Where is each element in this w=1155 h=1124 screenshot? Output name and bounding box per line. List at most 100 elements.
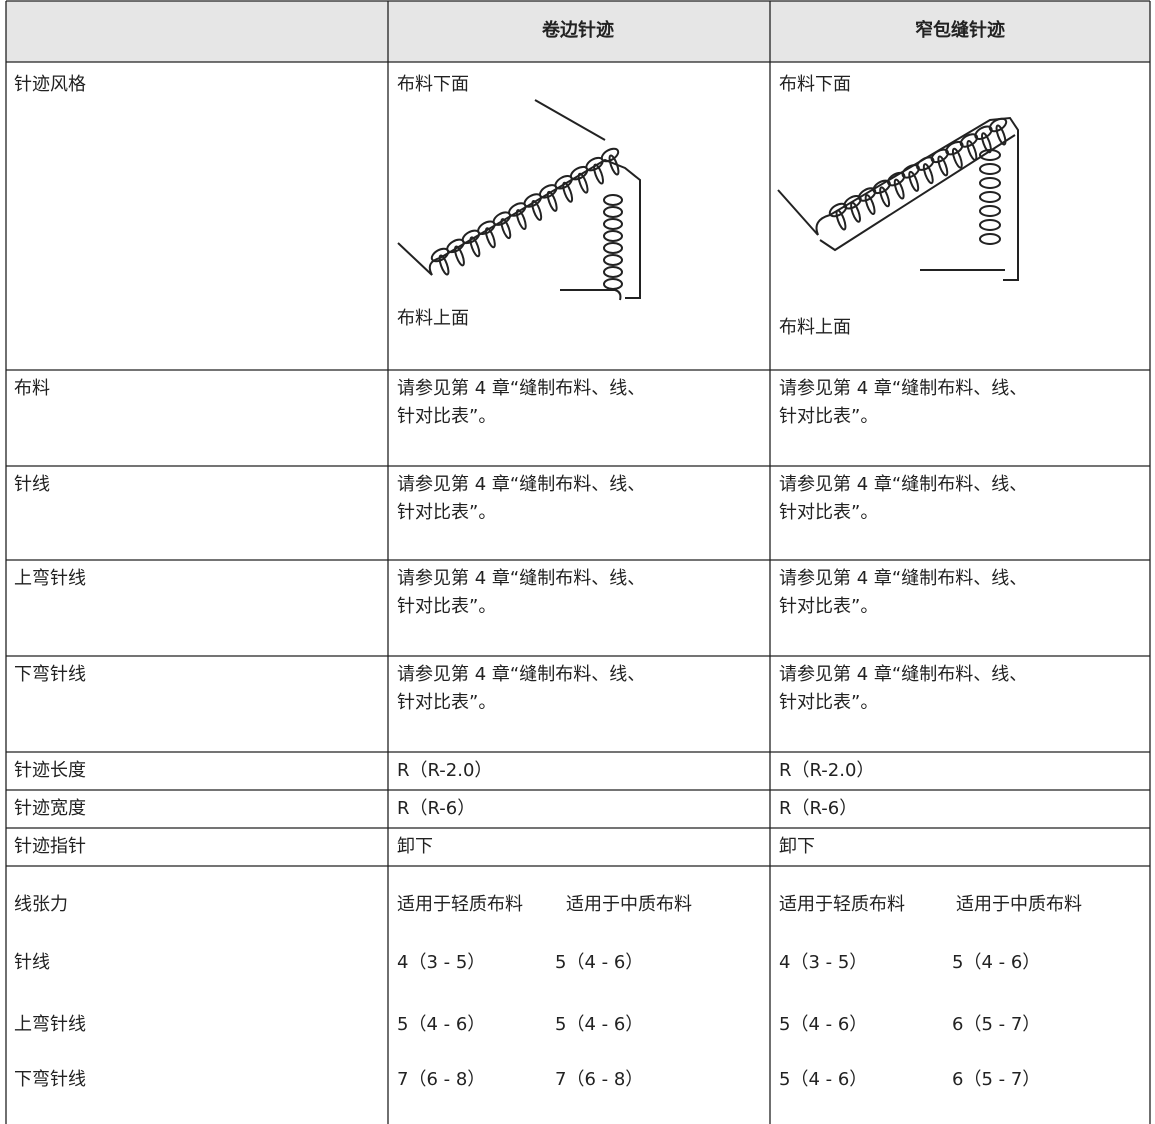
cell-text: R（R-6）: [779, 798, 858, 819]
stitch-loop: [546, 190, 558, 212]
stitch-loop: [603, 254, 623, 266]
cell-text: R（R-6）: [397, 798, 476, 819]
caption: 布料下面: [397, 74, 469, 95]
cell-text: 针对比表”。: [397, 406, 497, 427]
cell-text: R（R-2.0）: [397, 760, 493, 781]
stitch-loop: [603, 206, 623, 218]
stitch-loop: [828, 202, 848, 218]
row-label: 下弯针线: [14, 664, 86, 685]
stitch-loop: [603, 278, 623, 290]
stitch-loop: [901, 164, 920, 179]
stitch-loop: [843, 195, 862, 210]
stitch-loop: [857, 187, 877, 202]
stitch-loop: [872, 179, 891, 195]
cell-text: 请参见第 4 章“缝制布料、线、: [397, 664, 646, 685]
cell-text: 卸下: [397, 836, 433, 857]
row-label: 下弯针线: [14, 1069, 86, 1090]
cell-text: 针对比表”。: [779, 406, 879, 427]
row-label: 上弯针线: [14, 568, 86, 589]
stitch-loop: [864, 194, 876, 215]
cell-text: 请参见第 4 章“缝制布料、线、: [779, 664, 1028, 685]
row-label: 针线: [14, 474, 50, 495]
stitch-loop: [979, 163, 1001, 175]
tension-value: 5（4 - 6）: [397, 1014, 486, 1035]
row-label: 针迹宽度: [14, 798, 86, 819]
tension-value: 5（4 - 6）: [952, 952, 1041, 973]
tension-value: 4（3 - 5）: [779, 952, 868, 973]
stitch-loop: [603, 242, 623, 254]
illustrations: [397, 99, 1019, 301]
stitch-loop: [500, 218, 512, 240]
row-label: 上弯针线: [14, 1014, 86, 1035]
stitch-loop: [879, 186, 891, 208]
cell-text: 针对比表”。: [397, 692, 497, 713]
stitch-loop: [850, 201, 861, 223]
cell-text: 请参见第 4 章“缝制布料、线、: [779, 568, 1028, 589]
cell-text: 请参见第 4 章“缝制布料、线、: [397, 568, 646, 589]
tension-value: 6（5 - 7）: [952, 1069, 1041, 1090]
stitch-loop: [438, 254, 450, 276]
stitch-loop: [979, 191, 1001, 203]
stitch-loop: [577, 172, 589, 194]
stitch-loop: [979, 205, 1001, 217]
subheader: 适用于轻质布料: [397, 894, 523, 915]
row-label: 针迹长度: [14, 760, 86, 781]
tension-value: 7（6 - 8）: [397, 1069, 486, 1090]
stitch-loop: [562, 181, 574, 203]
stitch-loop: [966, 140, 978, 161]
stitch-loop: [515, 209, 527, 230]
stitch-loop: [593, 163, 604, 185]
caption: 布料下面: [779, 74, 851, 95]
stitch-loop: [951, 147, 963, 169]
stitch-loop: [603, 230, 623, 242]
stitch-loop: [454, 245, 465, 267]
cell-text: 请参见第 4 章“缝制布料、线、: [779, 378, 1028, 399]
stitch-loop: [995, 124, 1007, 146]
cell-text: 针对比表”。: [779, 692, 879, 713]
tension-value: 5（4 - 6）: [555, 952, 644, 973]
cell-text: 请参见第 4 章“缝制布料、线、: [397, 474, 646, 495]
stitch-loop: [945, 140, 964, 156]
stitch-loop: [979, 219, 1001, 231]
caption: 布料上面: [397, 308, 469, 329]
cell-text: 针对比表”。: [779, 596, 879, 617]
cell-text: R（R-2.0）: [779, 760, 875, 781]
stitch-loop: [981, 132, 992, 154]
tension-value: 7（6 - 8）: [555, 1069, 644, 1090]
tension-value: 5（4 - 6）: [779, 1014, 868, 1035]
stitch-loop: [531, 200, 543, 221]
cell-text: 针对比表”。: [779, 502, 879, 523]
stitch-loop: [930, 148, 950, 164]
stitch-loop: [608, 154, 620, 176]
tension-value: 5（4 - 6）: [779, 1069, 868, 1090]
stitch-loop: [835, 209, 847, 231]
header-bg: [6, 1, 1150, 62]
cell-text: 针对比表”。: [397, 502, 497, 523]
stitch-line: [534, 99, 606, 141]
stitch-loop: [886, 171, 906, 187]
stitch-loop: [988, 117, 1008, 133]
stitch-loop: [974, 125, 993, 140]
stitch-loop: [979, 149, 1001, 161]
cell-text: 针对比表”。: [397, 596, 497, 617]
subheader: 适用于轻质布料: [779, 894, 905, 915]
stitch-loop: [979, 177, 1001, 189]
stitch-loop: [484, 227, 496, 249]
stitch-loop: [603, 194, 623, 206]
cell-text: 请参见第 4 章“缝制布料、线、: [397, 378, 646, 399]
stitch-loop: [979, 233, 1001, 245]
stitch-loop: [908, 170, 920, 192]
stitch-loop: [469, 236, 481, 258]
row-label: 针迹风格: [14, 74, 86, 95]
stitch-loop: [916, 156, 935, 171]
stitch-loop: [937, 155, 949, 177]
cell-text: 卸下: [779, 836, 815, 857]
stitch-loop: [603, 218, 623, 230]
subheader: 适用于中质布料: [956, 894, 1082, 915]
tension-value: 4（3 - 5）: [397, 952, 486, 973]
caption: 布料上面: [779, 317, 851, 338]
stitch-loop: [893, 178, 905, 200]
subheader: 适用于中质布料: [566, 894, 692, 915]
